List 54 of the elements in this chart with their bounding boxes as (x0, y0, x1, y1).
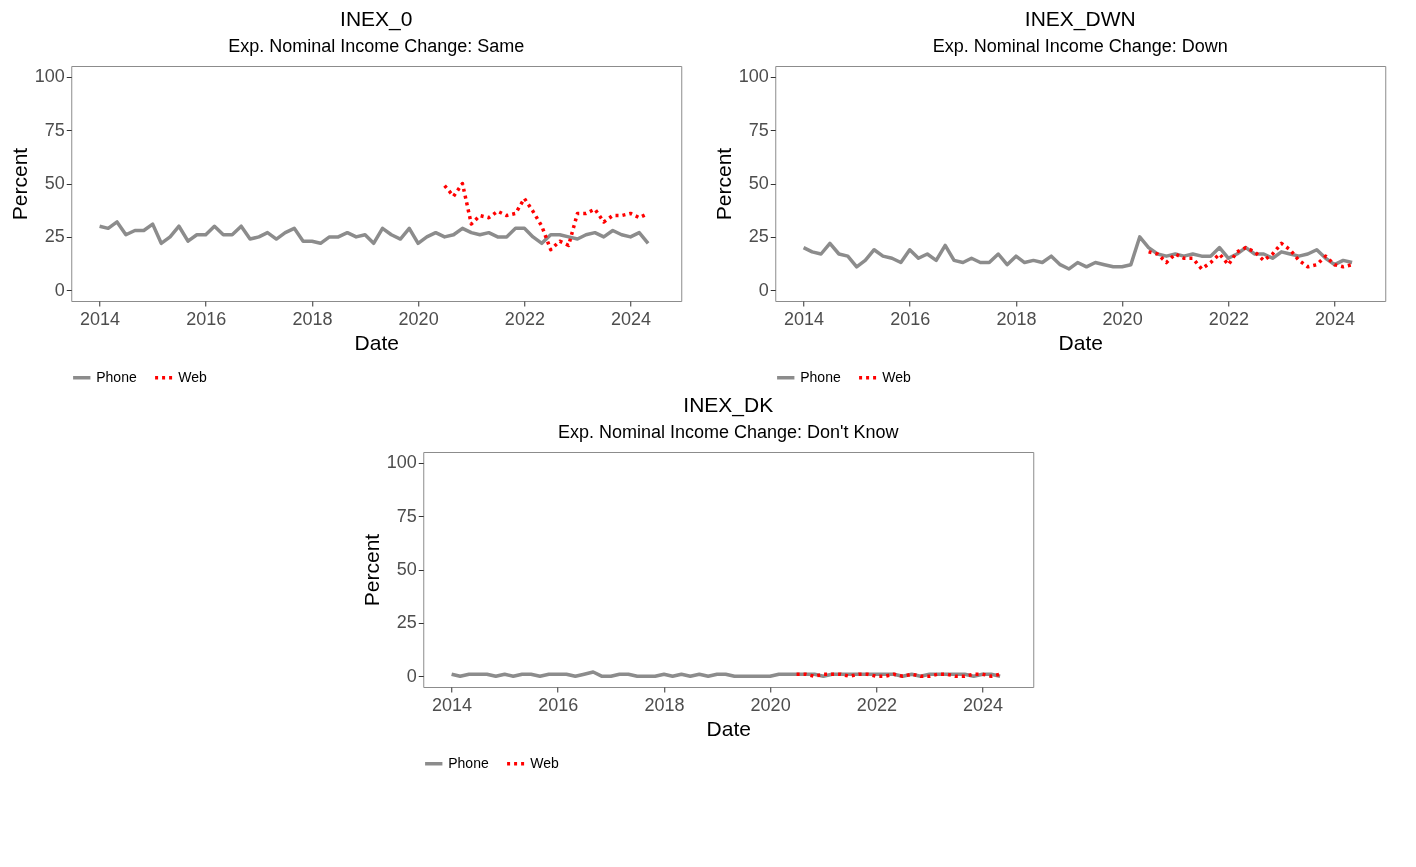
chart-title: INEX_DWN (1024, 7, 1136, 31)
y-axis-title: Percent (7, 147, 31, 221)
x-tick-label: 2022 (504, 308, 545, 329)
y-tick-label: 0 (54, 279, 65, 300)
legend-label: Web (178, 368, 207, 385)
y-tick-label: 100 (34, 66, 65, 87)
line-series (97, 220, 650, 246)
chart-title: INEX_DK (683, 393, 774, 417)
chart-subtitle: Exp. Nominal Income Change: Don't Know (557, 422, 900, 442)
legend-label: Web (882, 368, 911, 385)
x-tick-label: 2018 (644, 694, 685, 715)
chart-title: INEX_0 (340, 7, 413, 31)
y-tick-label: 25 (44, 226, 65, 247)
x-axis-title: Date (706, 716, 751, 740)
x-axis-title: Date (354, 330, 399, 354)
chart-subtitle: Exp. Nominal Income Change: Down (932, 36, 1228, 56)
legend-label: Phone (448, 754, 489, 771)
x-tick-label: 2020 (1102, 308, 1143, 329)
y-tick-label: 100 (386, 452, 417, 473)
x-tick-label: 2016 (538, 694, 579, 715)
y-tick-label: 100 (738, 66, 769, 87)
x-tick-label: 2014 (80, 308, 121, 329)
legend-label: Web (530, 754, 559, 771)
x-tick-label: 2014 (784, 308, 825, 329)
x-tick-label: 2014 (432, 694, 473, 715)
x-tick-label: 2018 (996, 308, 1037, 329)
x-tick-label: 2020 (398, 308, 439, 329)
y-tick-label: 50 (396, 559, 417, 579)
x-axis-title: Date (1058, 330, 1103, 354)
line-series (1146, 241, 1354, 271)
x-tick-label: 2024 (962, 694, 1004, 715)
y-tick-label: 75 (396, 505, 417, 526)
x-tick-label: 2016 (186, 308, 227, 329)
x-tick-label: 2022 (1208, 308, 1249, 329)
y-axis-title: Percent (359, 533, 383, 607)
x-tick-label: 2016 (890, 308, 931, 329)
y-tick-label: 25 (748, 226, 769, 247)
y-tick-label: 0 (758, 279, 769, 300)
line-series (801, 235, 1354, 271)
legend-label: Phone (96, 368, 137, 385)
x-tick-label: 2020 (750, 694, 791, 715)
legend-label: Phone (800, 368, 841, 385)
y-axis-title: Percent (711, 147, 735, 221)
x-tick-label: 2018 (292, 308, 333, 329)
chart-subtitle: Exp. Nominal Income Change: Same (228, 36, 525, 56)
y-tick-label: 75 (44, 119, 65, 140)
y-tick-label: 50 (748, 173, 769, 193)
y-tick-label: 50 (44, 173, 65, 193)
y-tick-label: 25 (396, 612, 417, 633)
y-tick-label: 75 (748, 119, 769, 140)
x-tick-label: 2022 (856, 694, 897, 715)
x-tick-label: 2024 (610, 308, 652, 329)
x-tick-label: 2024 (1314, 308, 1356, 329)
y-tick-label: 0 (406, 665, 417, 686)
